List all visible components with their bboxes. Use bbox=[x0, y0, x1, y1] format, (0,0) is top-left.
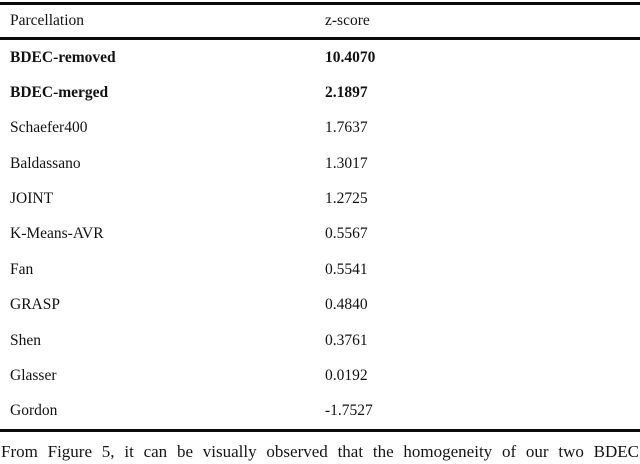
z-score-cell: 1.2725 bbox=[325, 190, 368, 208]
z-score-cell: 10.4070 bbox=[325, 48, 376, 66]
z-score-cell: 1.3017 bbox=[325, 154, 368, 172]
parcellation-cell: Glasser bbox=[10, 366, 57, 384]
parcellation-cell: Baldassano bbox=[10, 154, 81, 172]
parcellation-cell: BDEC-merged bbox=[10, 84, 109, 102]
z-score-cell: 0.5567 bbox=[325, 225, 368, 243]
parcellation-cell: K-Means-AVR bbox=[10, 225, 104, 243]
table-row: Shen 0.3761 bbox=[0, 323, 640, 358]
z-score-cell: -1.7527 bbox=[325, 402, 373, 420]
z-score-cell: 0.5541 bbox=[325, 260, 368, 278]
z-score-cell: 0.4840 bbox=[325, 296, 368, 314]
z-score-cell: 2.1897 bbox=[325, 84, 368, 102]
table-body: BDEC-removed 10.4070 BDEC-merged 2.1897 … bbox=[0, 40, 640, 429]
table-top-rule bbox=[0, 2, 640, 5]
parcellation-cell: Schaefer400 bbox=[10, 119, 88, 137]
column-header-z-score: z-score bbox=[325, 12, 370, 29]
table-row: BDEC-merged 2.1897 bbox=[0, 75, 640, 110]
z-score-cell: 1.7637 bbox=[325, 119, 368, 137]
table-row: K-Means-AVR 0.5567 bbox=[0, 217, 640, 252]
table-row: BDEC-removed 10.4070 bbox=[0, 40, 640, 75]
parcellation-cell: JOINT bbox=[10, 190, 54, 208]
table-bottom-rule bbox=[0, 429, 640, 432]
parcellation-cell: GRASP bbox=[10, 296, 60, 314]
table-row: Schaefer400 1.7637 bbox=[0, 111, 640, 146]
parcellation-cell: Shen bbox=[10, 331, 41, 349]
table-row: GRASP 0.4840 bbox=[0, 288, 640, 323]
z-score-cell: 0.3761 bbox=[325, 331, 368, 349]
table-row: Glasser 0.0192 bbox=[0, 358, 640, 393]
body-paragraph: From Figure 5, it can be visually observ… bbox=[1, 442, 639, 461]
table-header-row: Parcellation z-score bbox=[0, 5, 640, 37]
z-score-cell: 0.0192 bbox=[325, 366, 368, 384]
table-row: JOINT 1.2725 bbox=[0, 181, 640, 216]
table-row: Gordon -1.7527 bbox=[0, 394, 640, 429]
table-header-rule bbox=[0, 37, 640, 40]
table-row: Baldassano 1.3017 bbox=[0, 146, 640, 181]
parcellation-cell: Fan bbox=[10, 260, 34, 278]
parcellation-cell: Gordon bbox=[10, 402, 58, 420]
column-header-parcellation: Parcellation bbox=[10, 12, 85, 29]
parcellation-cell: BDEC-removed bbox=[10, 48, 116, 66]
table-row: Fan 0.5541 bbox=[0, 252, 640, 287]
